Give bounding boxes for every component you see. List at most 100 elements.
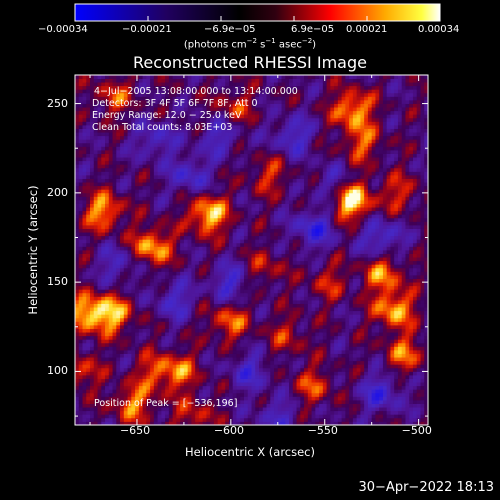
heatmap-cell	[90, 303, 95, 308]
heatmap-cell	[97, 400, 102, 404]
heatmap-cell	[213, 146, 219, 151]
heatmap-cell	[195, 310, 200, 315]
heatmap-cell	[255, 414, 260, 419]
heatmap-cell	[251, 171, 256, 176]
heatmap-cell	[150, 153, 155, 158]
heatmap-cell	[213, 100, 219, 104]
heatmap-cell	[187, 278, 192, 283]
heatmap-cell	[180, 107, 185, 112]
heatmap-cell	[150, 92, 155, 97]
heatmap-cell	[75, 160, 80, 165]
heatmap-cell	[75, 400, 80, 404]
heatmap-cell	[90, 257, 95, 262]
heatmap-cell	[202, 210, 207, 215]
heatmap-cell	[135, 367, 140, 372]
heatmap-cell	[240, 267, 245, 272]
heatmap-cell	[255, 92, 260, 97]
heatmap-cell	[168, 385, 174, 390]
heatmap-cell	[86, 332, 91, 337]
heatmap-cell	[172, 139, 177, 144]
heatmap-cell	[116, 92, 121, 97]
heatmap-cell	[165, 153, 170, 158]
heatmap-cell	[195, 89, 200, 94]
heatmap-cell	[191, 228, 196, 233]
heatmap-cell	[75, 217, 80, 222]
heatmap-cell	[101, 303, 106, 308]
heatmap-cell	[142, 253, 147, 258]
heatmap-cell	[202, 417, 207, 422]
heatmap-cell	[146, 185, 151, 190]
heatmap-cell	[236, 410, 241, 415]
heatmap-cell	[240, 235, 245, 240]
heatmap-cell	[97, 389, 102, 394]
heatmap-cell	[232, 82, 237, 87]
heatmap-cell	[93, 339, 98, 344]
heatmap-cell	[86, 89, 91, 94]
heatmap-cell	[210, 78, 215, 83]
heatmap-cell	[153, 414, 159, 419]
heatmap-cell	[116, 367, 121, 372]
heatmap-cell	[131, 414, 136, 419]
heatmap-cell	[262, 114, 267, 119]
heatmap-cell	[161, 96, 166, 101]
heatmap-cell	[217, 107, 222, 112]
heatmap-cell	[180, 303, 185, 308]
heatmap-cell	[168, 289, 174, 294]
heatmap-cell	[236, 75, 241, 79]
heatmap-cell	[183, 78, 189, 83]
heatmap-cell	[202, 275, 207, 279]
heatmap-cell	[191, 235, 196, 240]
heatmap-cell	[86, 375, 91, 379]
heatmap-cell	[157, 400, 162, 404]
heatmap-cell	[176, 92, 181, 97]
heatmap-cell	[172, 96, 177, 101]
heatmap-cell	[255, 278, 260, 283]
heatmap-cell	[251, 125, 256, 129]
heatmap-cell	[206, 285, 211, 290]
heatmap-cell	[183, 192, 189, 197]
heatmap-cell	[112, 178, 117, 183]
heatmap-cell	[255, 396, 260, 401]
heatmap-cell	[127, 421, 132, 425]
heatmap-cell	[97, 142, 102, 147]
heatmap-cell	[217, 392, 222, 397]
heatmap-cell	[221, 300, 226, 304]
heatmap-cell	[176, 282, 181, 287]
heatmap-cell	[165, 150, 170, 154]
heatmap-cell	[86, 146, 91, 151]
heatmap-cell	[123, 385, 128, 390]
heatmap-cell	[228, 114, 234, 119]
heatmap-cell	[82, 371, 87, 376]
heatmap-cell	[255, 300, 260, 304]
heatmap-cell	[236, 321, 241, 326]
heatmap-cell	[183, 135, 189, 140]
heatmap-cell	[228, 167, 234, 172]
heatmap-cell	[202, 200, 207, 204]
heatmap-cell	[131, 171, 136, 176]
heatmap-cell	[153, 307, 159, 312]
heatmap-cell	[90, 307, 95, 312]
heatmap-cell	[221, 200, 226, 204]
heatmap-cell	[150, 82, 155, 87]
heatmap-cell	[120, 289, 125, 294]
heatmap-cell	[101, 100, 106, 104]
heatmap-cell	[198, 278, 204, 283]
heatmap-cell	[153, 332, 159, 337]
heatmap-cell	[90, 267, 95, 272]
heatmap-cell	[213, 164, 219, 169]
heatmap-cell	[251, 364, 256, 369]
heatmap-cell	[183, 267, 189, 272]
heatmap-cell	[105, 410, 110, 415]
heatmap-cell	[198, 100, 204, 104]
heatmap-cell	[176, 96, 181, 101]
heatmap-cell	[168, 232, 174, 237]
heatmap-cell	[259, 78, 264, 83]
heatmap-cell	[251, 314, 256, 319]
heatmap-cell	[187, 375, 192, 379]
heatmap-cell	[198, 175, 204, 179]
heatmap-cell	[157, 314, 162, 319]
heatmap-cell	[90, 353, 95, 358]
heatmap-cell	[93, 382, 98, 387]
heatmap-cell	[161, 307, 166, 312]
heatmap-cell	[97, 107, 102, 112]
